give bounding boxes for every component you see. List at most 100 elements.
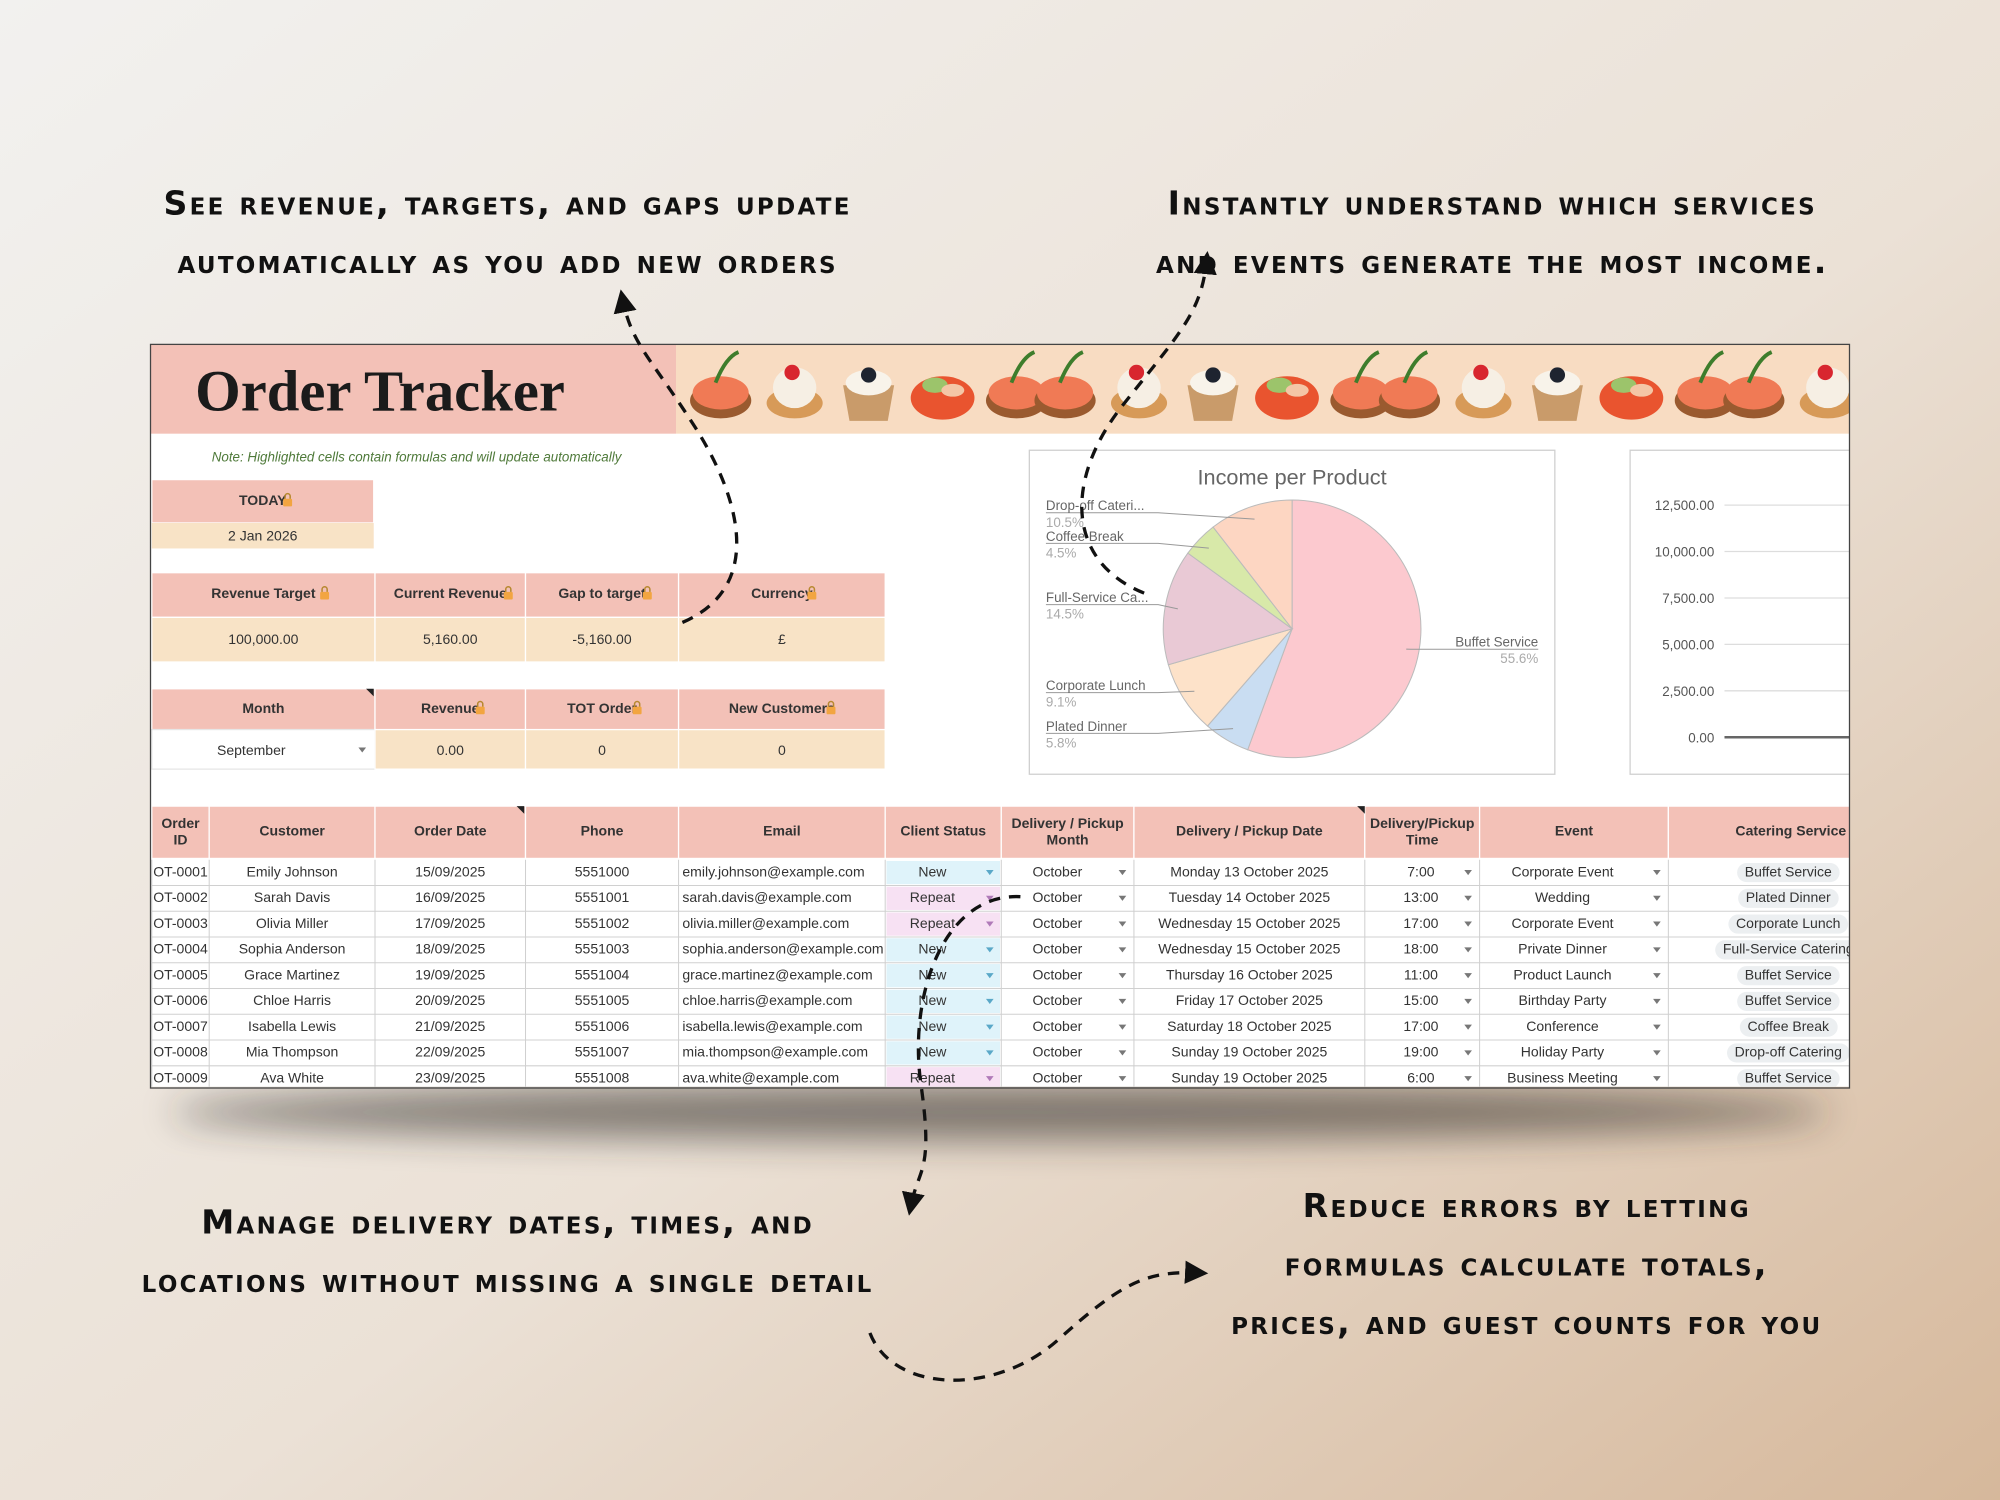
table-cell: 17:00: [1403, 1018, 1438, 1034]
arrow: [613, 289, 739, 624]
monthly-header-text: TOT Order: [567, 700, 637, 717]
table-cell: Saturday 18 October 2025: [1167, 1018, 1332, 1034]
sheet-border: [149, 343, 1851, 1089]
status-cell[interactable]: [886, 1067, 1000, 1090]
food: [988, 376, 1045, 410]
summary-value-bg: [677, 616, 886, 663]
status-cell[interactable]: [886, 938, 1000, 962]
dropdown-arrow: [1118, 1050, 1127, 1056]
status-text: New: [918, 941, 947, 957]
table-header: Delivery / Pickup Month: [1011, 816, 1123, 848]
dropdown-arrow: [1653, 1050, 1661, 1056]
table-cell: OT-0006: [153, 992, 208, 1008]
table-cell: 5551000: [575, 863, 630, 879]
table-header: Client Status: [900, 824, 986, 839]
summary-value-bg: [151, 616, 376, 663]
status-cell[interactable]: [886, 912, 1000, 936]
food: [784, 364, 800, 381]
table-cell: 15:00: [1403, 992, 1438, 1008]
table-cell: Emily Johnson: [247, 863, 338, 879]
table-header-bg: [524, 805, 680, 860]
service-chip: [1715, 940, 1850, 960]
food: [1725, 376, 1782, 410]
table-cell: Birthday Party: [1518, 992, 1606, 1008]
monthly-header: Revenue: [420, 700, 480, 717]
lock-icon: [283, 498, 293, 507]
monthly-value: 0: [598, 742, 606, 758]
table-cell: 5551008: [575, 1069, 630, 1085]
table-header-bg: [1364, 805, 1481, 860]
table-cell: Grace Martinez: [244, 966, 340, 982]
food: [843, 385, 895, 421]
dropdown-arrow: [1464, 973, 1472, 979]
table-header-bg: [1667, 805, 1850, 860]
lock-icon: [475, 706, 485, 715]
food: [1285, 383, 1309, 397]
status-text: New: [918, 863, 947, 879]
table-cell: Friday 17 October 2025: [1176, 992, 1323, 1008]
service-chip: [1737, 991, 1840, 1011]
table-cell: 21/09/2025: [415, 1018, 485, 1034]
dropdown-arrow: [1653, 895, 1661, 901]
table-cell: 18:00: [1403, 941, 1438, 957]
pie-slice: [1247, 499, 1422, 759]
food: [1381, 376, 1438, 410]
dropdown-arrow: [1118, 998, 1127, 1004]
table-cell: Holiday Party: [1521, 1044, 1604, 1060]
caption-line: prices, and guest counts for you: [1231, 1303, 1822, 1342]
table-cell: emily.johnson@example.com: [682, 863, 864, 879]
status-cell[interactable]: [886, 989, 1000, 1014]
monthly-header: TOT Order: [567, 700, 637, 717]
y-tick-label: 2,500.00: [1662, 684, 1714, 699]
table-cell: Corporate Event: [1511, 863, 1613, 879]
status-cell[interactable]: [886, 1015, 1000, 1039]
table-header-bg: [374, 805, 527, 860]
table-cell: Tuesday 14 October 2025: [1169, 889, 1331, 905]
table-cell: ava.white@example.com: [682, 1069, 839, 1085]
table-cell: OT-0003: [153, 915, 208, 931]
caption-line: formulas calculate totals,: [1285, 1245, 1769, 1284]
dropdown-arrow: [1464, 1050, 1472, 1056]
table-cell: Ava White: [260, 1069, 324, 1085]
table-cell: Monday 13 October 2025: [1170, 863, 1328, 879]
table-cell: October: [1032, 1069, 1082, 1085]
table-cell: Conference: [1526, 1018, 1599, 1034]
status-cell[interactable]: [886, 860, 1000, 885]
dropdown-arrow: [1118, 973, 1127, 979]
table-header-text: Event: [1554, 823, 1594, 840]
status-cell[interactable]: [886, 964, 1000, 988]
monthly-header-bg: [374, 688, 527, 731]
table-header: Order Date: [414, 824, 487, 839]
leader-line: [1045, 604, 1178, 610]
chart-frame: [1629, 449, 1850, 775]
caption-line: Reduce errors by letting: [1303, 1186, 1751, 1225]
status-cell[interactable]: [886, 1041, 1000, 1065]
status-text: Repeat: [910, 889, 955, 905]
summary-value: -5,160.00: [572, 631, 631, 647]
table-cell: Corporate Event: [1511, 915, 1613, 931]
table-cell: isabella.lewis@example.com: [682, 1018, 862, 1034]
table-header-bg: [1000, 805, 1135, 860]
food: [1461, 367, 1506, 409]
service-chip: [1728, 914, 1849, 934]
status-cell[interactable]: [886, 886, 1000, 910]
summary-header-bg: [677, 572, 886, 618]
service-chip-text: Drop-off Catering: [1735, 1044, 1842, 1060]
service-chip-text: Buffet Service: [1745, 863, 1832, 879]
table-header: Event: [1554, 823, 1594, 840]
table-header-text: Email: [763, 823, 801, 840]
table-cell: 7:00: [1407, 863, 1434, 879]
service-chip-text: Plated Dinner: [1746, 889, 1831, 905]
lock-icon: [321, 586, 328, 592]
table-cell: OT-0008: [153, 1044, 208, 1060]
table-cell: 5551002: [575, 915, 630, 931]
monthly-header-text: Revenue: [420, 700, 480, 717]
month-select[interactable]: [151, 728, 376, 770]
dropdown-arrow: [1653, 947, 1661, 953]
spreadsheet: Order Tracker Note: Highlighted cells co…: [150, 344, 1850, 1090]
pie-label: Plated Dinner: [1046, 719, 1128, 734]
table-header-text: Order ID: [161, 815, 200, 848]
table-cell: Sophia Anderson: [239, 941, 346, 957]
today-value-bg: [151, 522, 374, 549]
lock-icon: [826, 706, 836, 715]
